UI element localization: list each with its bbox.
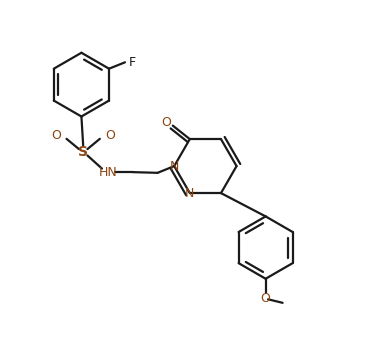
Text: HN: HN [98, 166, 117, 179]
Text: N: N [185, 187, 194, 200]
Text: N: N [169, 160, 179, 172]
Text: S: S [78, 145, 88, 159]
Text: O: O [105, 129, 115, 142]
Text: O: O [161, 116, 171, 129]
Text: O: O [52, 129, 61, 142]
Text: O: O [261, 292, 271, 305]
Text: F: F [129, 56, 136, 69]
